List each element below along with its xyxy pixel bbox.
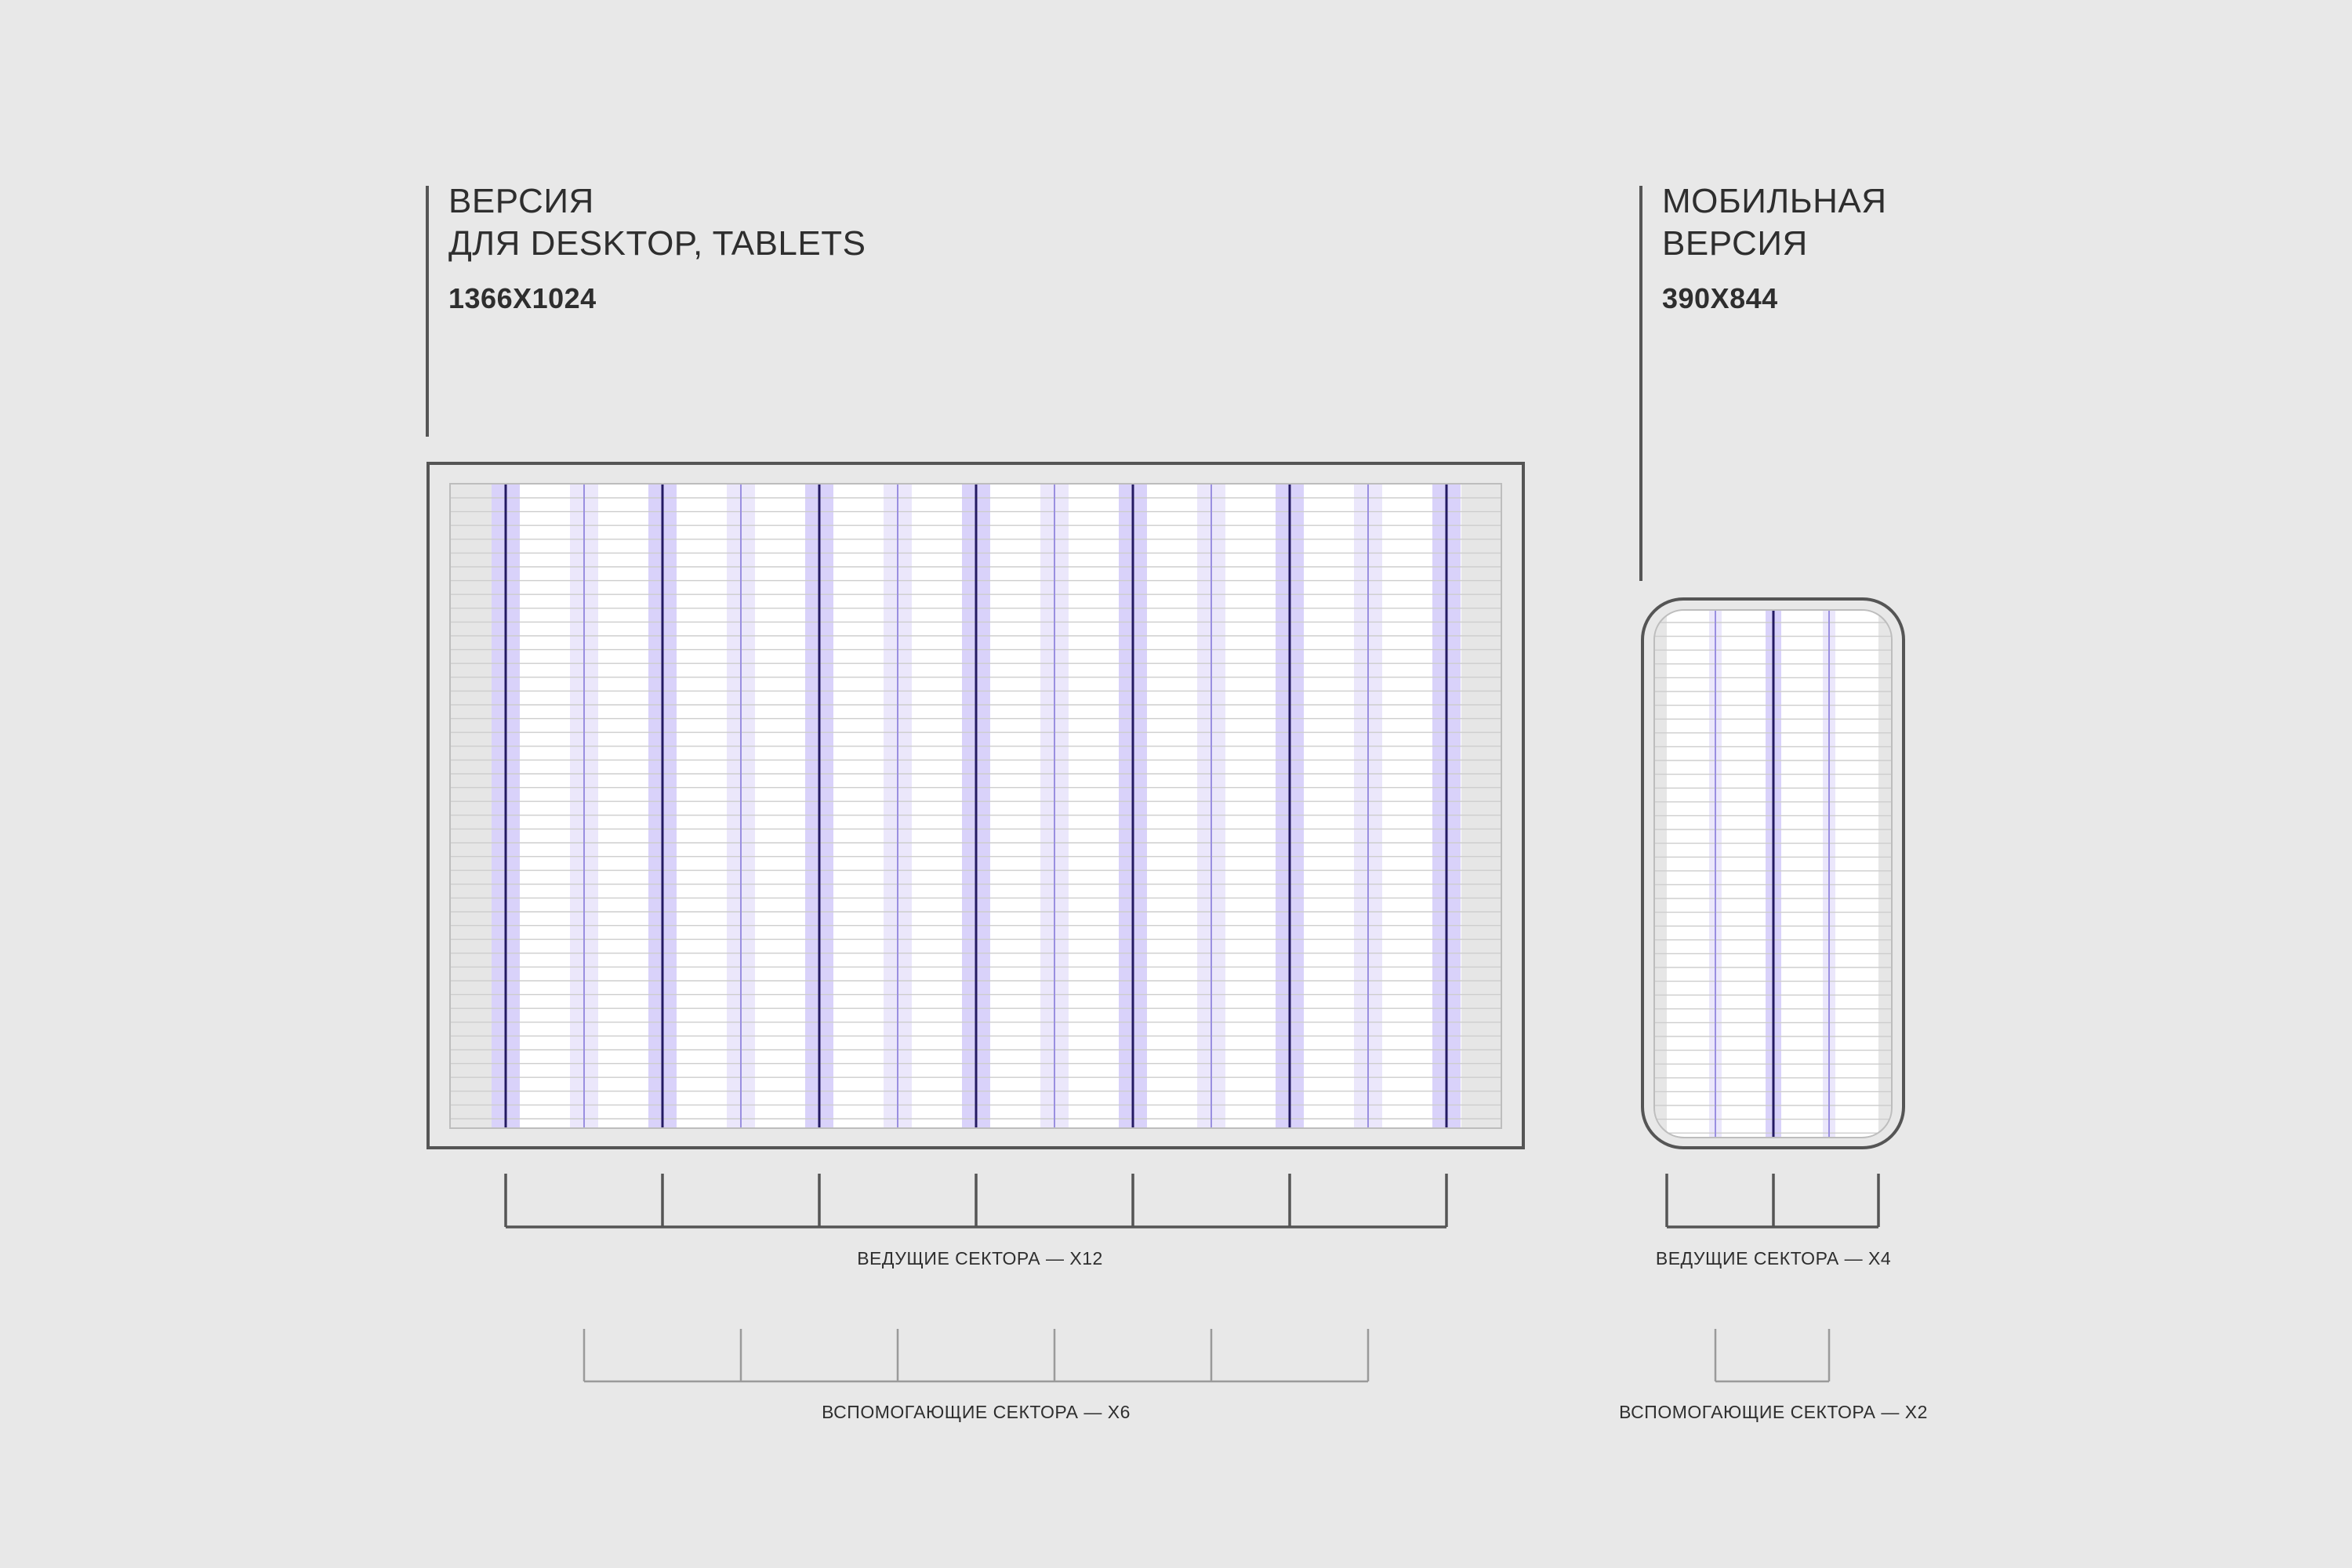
mobile-canvas-border: [1653, 609, 1893, 1138]
desktop-canvas-border: [449, 483, 1502, 1129]
mobile-secondary-sectors-caption: ВСПОМОГАЮЩИЕ СЕКТОРА — Х2: [1619, 1402, 1928, 1422]
desktop-primary-sectors-caption: ВЕДУЩИЕ СЕКТОРА — Х12: [857, 1248, 1103, 1269]
desktop-grid: [426, 462, 1525, 1149]
mobile-title: МОБИЛЬНАЯ ВЕРСИЯ: [1662, 180, 1887, 265]
desktop-title: ВЕРСИЯ ДЛЯ DESKTOP, TABLETS: [448, 180, 866, 265]
mobile-grid: [1641, 597, 1905, 1149]
mobile-title-line2: ВЕРСИЯ: [1662, 224, 1808, 263]
mobile-header-rule: [1639, 186, 1642, 581]
desktop-title-line1: ВЕРСИЯ: [448, 182, 594, 220]
sector-brackets: [504, 1174, 1880, 1383]
mobile-canvas-group: [1654, 610, 1892, 1138]
desktop-header-rule: [426, 186, 429, 437]
mobile-title-line1: МОБИЛЬНАЯ: [1662, 182, 1887, 220]
desktop-title-line2: ДЛЯ DESKTOP, TABLETS: [448, 224, 866, 263]
mobile-primary-sectors-caption: ВЕДУЩИЕ СЕКТОРА — Х4: [1655, 1248, 1892, 1269]
desktop-frame: [426, 462, 1525, 1149]
mobile-size-label: 390X844: [1662, 282, 1778, 314]
mobile-frame: [1641, 597, 1905, 1149]
desktop-secondary-sectors-caption: ВСПОМОГАЮЩИЕ СЕКТОРА — Х6: [822, 1402, 1131, 1422]
desktop-size-label: 1366X1024: [448, 282, 597, 314]
